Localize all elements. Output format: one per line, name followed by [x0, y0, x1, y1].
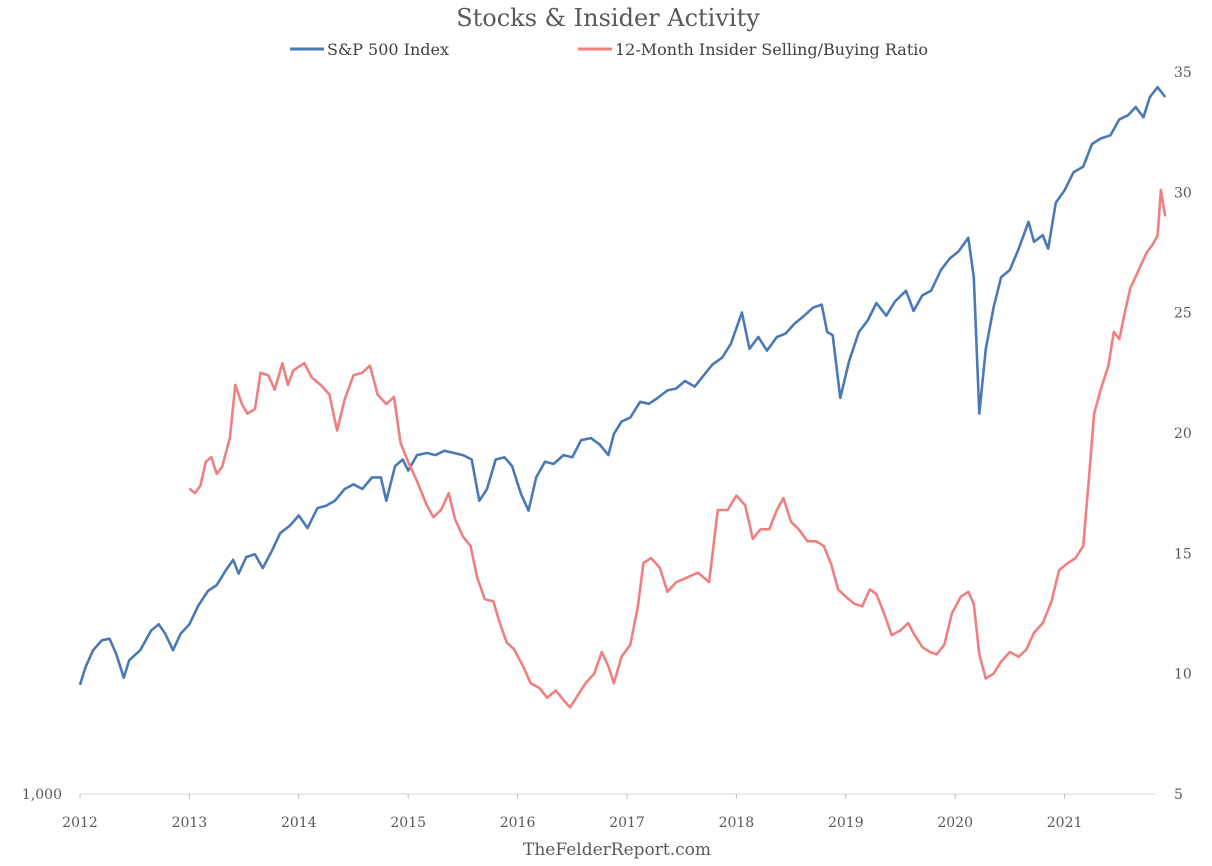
right-tick-label: 10 [1174, 667, 1192, 683]
legend-label-sp500: S&P 500 Index [327, 40, 449, 59]
right-tick-label: 25 [1174, 306, 1192, 322]
left-axis-ticks: 1,000 [22, 787, 62, 803]
x-tick-label: 2012 [62, 815, 98, 831]
right-axis-ticks: 5 10 15 20 25 30 35 [1174, 65, 1192, 803]
legend-label-insider-ratio: 12-Month Insider Selling/Buying Ratio [615, 40, 928, 59]
right-tick-label: 35 [1174, 65, 1192, 81]
source-credit: TheFelderReport.com [523, 840, 711, 860]
x-tick-label: 2017 [609, 815, 645, 831]
right-tick-label: 20 [1174, 426, 1192, 442]
series-line-sp500 [78, 85, 1167, 686]
x-tick-label: 2015 [390, 815, 426, 831]
x-tick-label: 2020 [937, 815, 973, 831]
x-tick-label: 2016 [500, 815, 536, 831]
x-tick-label: 2021 [1047, 815, 1083, 831]
chart-title: Stocks & Insider Activity [456, 4, 760, 32]
x-tick-label: 2014 [281, 815, 317, 831]
x-tick-label: 2019 [828, 815, 864, 831]
left-tick-label: 1,000 [22, 787, 62, 803]
x-tick-label: 2018 [719, 815, 755, 831]
x-tick-label: 2013 [172, 815, 208, 831]
right-tick-label: 15 [1174, 546, 1192, 562]
x-axis-ticks: 2012 2013 2014 2015 2016 2017 2018 2019 2020 2021 [62, 794, 1082, 831]
series-line-insider-ratio [188, 188, 1167, 709]
right-tick-label: 5 [1174, 787, 1183, 803]
right-tick-label: 30 [1174, 185, 1192, 201]
legend: S&P 500 Index 12-Month Insider Selling/B… [290, 40, 928, 59]
